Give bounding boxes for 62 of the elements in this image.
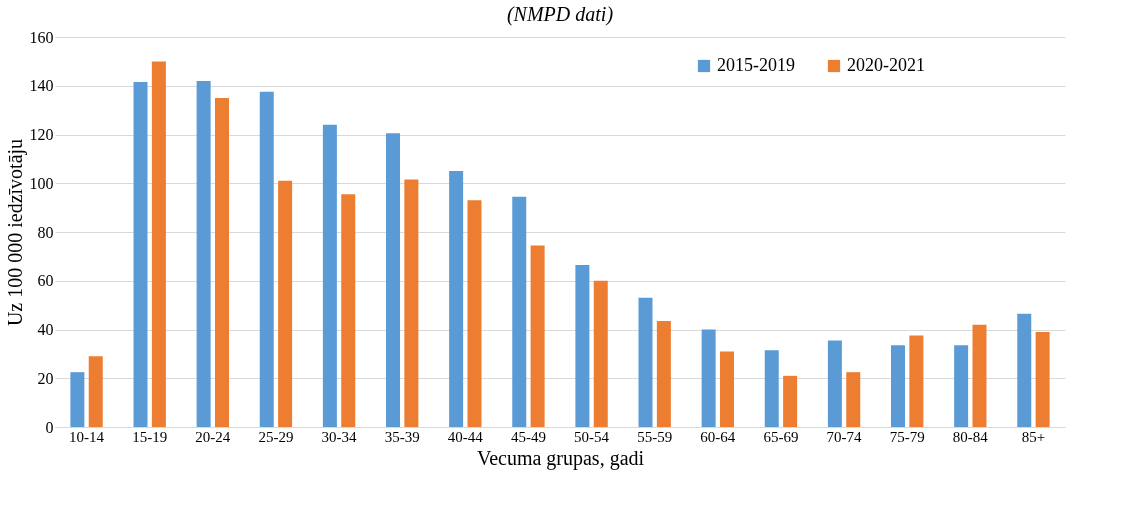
- bar: [1017, 313, 1032, 427]
- y-tick-label: 40: [37, 321, 54, 338]
- legend-label: 2015-2019: [717, 55, 795, 75]
- bar: [278, 180, 293, 427]
- y-tick-label: 60: [37, 272, 54, 290]
- bar: [701, 329, 716, 427]
- bar: [70, 372, 85, 427]
- x-axis-title: Vecuma grupas, gadi: [476, 446, 645, 470]
- bar: [341, 194, 356, 427]
- bar: [467, 200, 482, 427]
- bar: [512, 196, 527, 427]
- x-tick-label: 25-29: [258, 428, 294, 445]
- x-tick-label: 70-74: [826, 428, 863, 445]
- y-axis-title: Uz 100 000 iedzīvotāju: [3, 138, 27, 327]
- chart-title: (NMPD dati): [506, 3, 614, 26]
- bar: [133, 82, 148, 427]
- bar: [322, 124, 337, 427]
- y-tick-label: 100: [29, 174, 54, 192]
- y-tick-label: 160: [29, 28, 54, 46]
- x-tick-label: 80-84: [952, 428, 989, 445]
- y-tick-label: 120: [29, 126, 54, 143]
- bar: [593, 280, 608, 427]
- x-tick-label: 35-39: [384, 428, 420, 445]
- bar: [783, 375, 798, 427]
- x-tick-label: 60-64: [700, 428, 736, 445]
- bar: [827, 340, 842, 427]
- legend-label: 2020-2021: [847, 55, 925, 75]
- x-tick-label: 15-19: [132, 428, 168, 445]
- bar: [638, 297, 653, 427]
- bar: [214, 97, 229, 427]
- bar: [196, 80, 211, 427]
- bar: [404, 179, 419, 427]
- x-tick-label: 85+: [1021, 428, 1046, 445]
- bar: [719, 351, 734, 427]
- x-tick-label: 55-59: [637, 428, 673, 445]
- bar: [530, 245, 545, 427]
- bar: [1035, 331, 1050, 427]
- bar: [846, 372, 861, 427]
- x-tick-label: 10-14: [69, 428, 105, 445]
- y-tick-label: 80: [37, 223, 54, 241]
- x-tick-label: 75-79: [889, 428, 925, 445]
- bar: [656, 320, 671, 427]
- x-tick-label: 50-54: [574, 428, 610, 445]
- x-tick-label: 40-44: [447, 428, 484, 445]
- bar: [151, 61, 166, 427]
- y-tick-label: 0: [45, 418, 54, 436]
- x-tick-label: 20-24: [195, 428, 231, 445]
- bar: [764, 350, 779, 427]
- x-tick-label: 45-49: [510, 428, 546, 445]
- bar: [386, 133, 401, 427]
- y-tick-label: 140: [29, 77, 54, 95]
- bar: [909, 335, 924, 427]
- bar: [259, 91, 274, 427]
- bar: [954, 345, 969, 427]
- bar: [88, 356, 103, 427]
- y-tick-label: 20: [37, 369, 54, 387]
- bar: [575, 264, 590, 427]
- x-tick-label: 65-69: [763, 428, 799, 445]
- bar: [449, 171, 464, 427]
- x-tick-label: 30-34: [321, 428, 358, 445]
- bar: [891, 345, 906, 427]
- bar: [972, 324, 987, 427]
